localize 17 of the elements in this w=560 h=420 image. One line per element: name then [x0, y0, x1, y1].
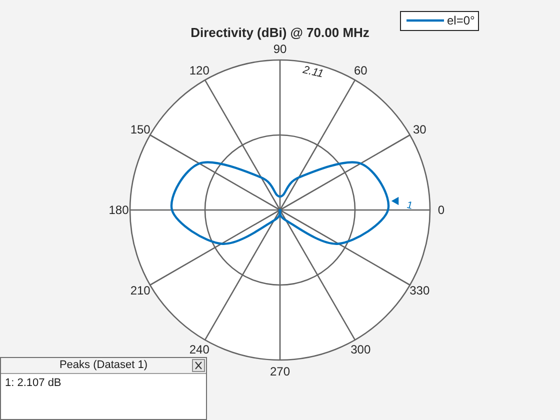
spoke-label: 270 — [270, 364, 290, 378]
text: 2.11 — [300, 64, 324, 80]
spoke-label: 210 — [130, 284, 151, 298]
legend-label: el=0° — [447, 14, 476, 28]
spoke-label: 0 — [438, 203, 445, 217]
spoke-label: 300 — [350, 342, 371, 357]
spoke-label: 90 — [273, 42, 287, 56]
text: Directivity (dBi) @ 70.00 MHz — [190, 25, 370, 40]
text: 1 — [405, 200, 414, 212]
table-panel: Peaks (Dataset 1) 1: 2.107 dB — [0, 357, 207, 420]
spoke-label: 120 — [189, 63, 210, 78]
spoke-label: 240 — [189, 342, 210, 357]
spoke-label: 180 — [108, 203, 130, 217]
spoke-label: 60 — [354, 63, 368, 78]
spoke-label: 330 — [410, 284, 430, 298]
spoke-label: 30 — [412, 122, 427, 136]
spoke-label: 150 — [130, 122, 151, 136]
